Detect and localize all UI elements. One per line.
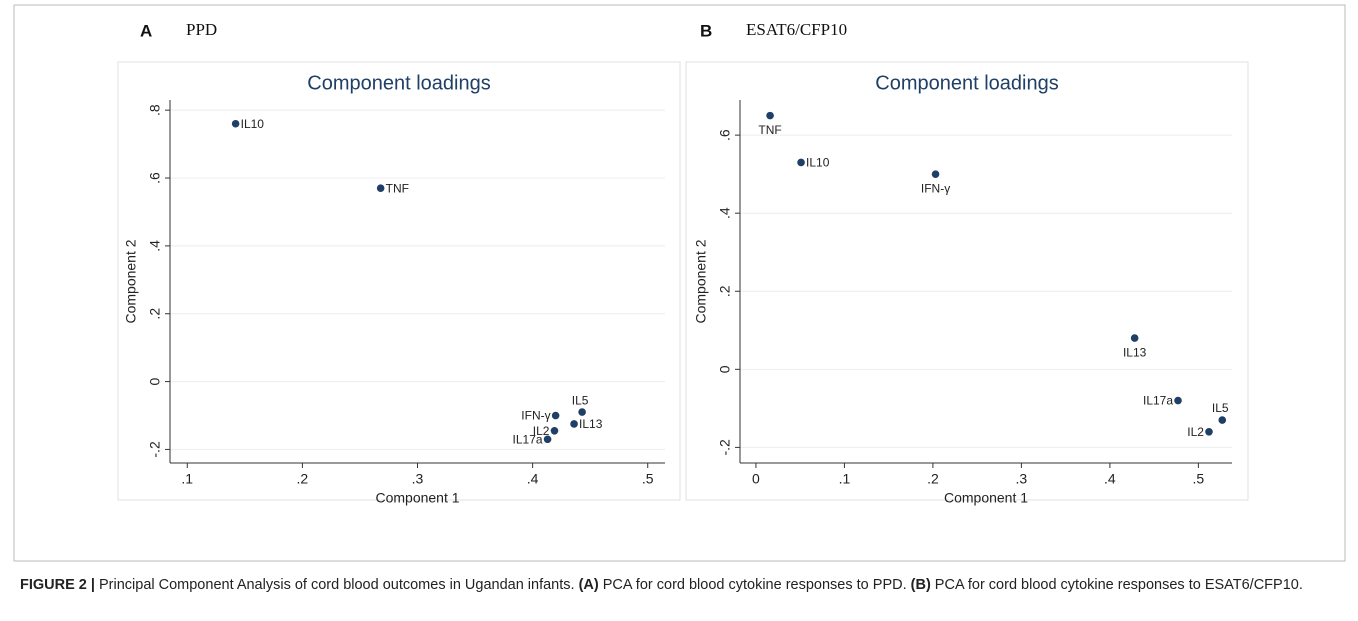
chart-title: Component loadings	[307, 72, 490, 94]
point	[231, 119, 240, 128]
x-tick-label: .1	[181, 471, 193, 487]
panel-name: PPD	[186, 20, 217, 39]
point-label: IL2	[533, 424, 550, 438]
point-label: IL10	[806, 156, 830, 170]
y-tick-label: .6	[147, 172, 163, 184]
y-tick-label: .2	[717, 285, 733, 297]
x-tick-label: .5	[1193, 471, 1205, 487]
y-tick-label: -.2	[717, 439, 733, 456]
point	[766, 111, 774, 120]
point	[797, 158, 805, 167]
caption-run: PCA for cord blood cytokine responses to…	[930, 577, 1303, 593]
y-tick-label: -.2	[147, 441, 163, 458]
point	[1130, 334, 1139, 342]
point	[543, 435, 552, 444]
y-tick-label: .2	[147, 308, 163, 320]
x-tick-label: .3	[1016, 471, 1028, 487]
panel-letter: A	[140, 21, 152, 40]
x-tick-label: .2	[297, 471, 309, 487]
y-tick-label: .4	[717, 207, 733, 219]
point-label: TNF	[386, 181, 409, 195]
point-label: IL10	[241, 117, 265, 131]
y-axis-label: Component 2	[693, 239, 709, 323]
panel-name: ESAT6/CFP10	[746, 20, 847, 39]
y-tick-label: 0	[717, 365, 733, 373]
point	[376, 184, 385, 193]
x-axis-label: Component 1	[944, 490, 1028, 506]
point	[578, 408, 586, 416]
point-label: IFN-γ	[921, 181, 950, 195]
point-label: TNF	[758, 123, 781, 137]
point-label: IL2	[1187, 425, 1204, 439]
x-tick-label: 0	[752, 471, 760, 487]
caption-run: FIGURE 2 |	[20, 577, 95, 593]
point	[931, 170, 940, 178]
plot-frame	[117, 61, 681, 501]
caption: FIGURE 2 | Principal Component Analysis …	[20, 574, 1340, 596]
caption-run: Principal Component Analysis of cord blo…	[94, 577, 579, 593]
y-tick-label: .8	[147, 104, 163, 116]
point	[550, 426, 559, 435]
figure-border	[13, 4, 1346, 562]
x-tick-label: .4	[1104, 471, 1116, 487]
x-tick-label: .3	[412, 471, 424, 487]
x-tick-label: .1	[839, 471, 851, 487]
point-label: IL13	[579, 417, 603, 431]
y-tick-label: .6	[717, 129, 733, 141]
point	[1205, 427, 1213, 436]
x-axis-label: Component 1	[375, 490, 459, 506]
point-label: IL5	[572, 393, 589, 407]
x-tick-label: .2	[927, 471, 939, 487]
y-tick-label: 0	[147, 377, 163, 385]
caption-run: (A)	[578, 577, 599, 593]
point-label: IL5	[1212, 401, 1229, 415]
point	[551, 411, 560, 420]
caption-run: PCA for cord blood cytokine responses to…	[598, 577, 911, 593]
x-tick-label: .4	[527, 471, 539, 487]
point	[1174, 396, 1182, 405]
x-tick-label: .5	[642, 471, 654, 487]
point	[1218, 416, 1227, 424]
point-label: IL17a	[513, 432, 543, 446]
point	[570, 420, 578, 428]
y-axis-label: Component 2	[123, 239, 139, 323]
panel-letter: B	[700, 21, 712, 40]
point-label: IL17a	[1143, 394, 1173, 408]
caption-run: (B)	[910, 577, 931, 593]
point-label: IL13	[1123, 345, 1147, 359]
y-tick-label: .4	[147, 240, 163, 252]
point-label: IFN-γ	[521, 409, 550, 423]
chart-title: Component loadings	[875, 72, 1058, 94]
